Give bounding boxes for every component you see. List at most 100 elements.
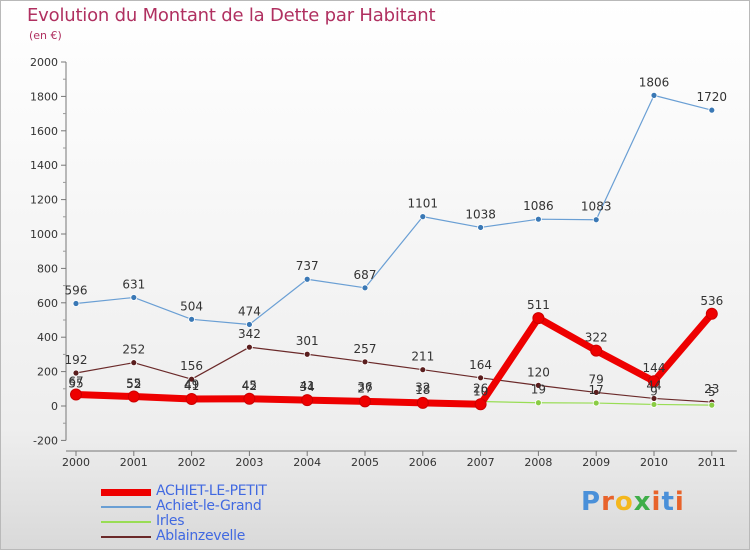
data-label: 52 [126, 377, 141, 391]
data-label: 41 [184, 379, 199, 393]
data-point [592, 216, 600, 224]
y-tick-label: 1200 [30, 194, 58, 207]
data-point [243, 392, 256, 405]
data-label: 23 [704, 382, 719, 396]
data-point [419, 366, 427, 374]
data-label: 67 [68, 374, 83, 388]
logo-letter: o [614, 487, 634, 517]
y-tick-label: 1600 [30, 125, 58, 138]
data-label: 1083 [581, 200, 612, 214]
y-tick-label: 1000 [30, 228, 58, 241]
data-point [301, 394, 314, 407]
y-tick-label: 0 [51, 400, 58, 413]
data-label: 511 [527, 298, 550, 312]
data-point [477, 374, 485, 382]
data-point [130, 359, 138, 367]
chart-subtitle: (en €) [29, 29, 62, 42]
x-tick-label: 2003 [235, 456, 263, 469]
data-label: 144 [643, 361, 666, 375]
data-labels: 596 631 504 474 737 687 1101 1038 1086 1083 1806 17… [65, 75, 728, 399]
legend-swatch [101, 506, 151, 508]
data-label: 1720 [697, 90, 728, 104]
data-label: 49 [184, 378, 199, 392]
data-label: 9 [650, 384, 658, 398]
data-label: 42 [242, 379, 257, 393]
series-line-0 [75, 94, 713, 326]
data-label: 192 [65, 353, 88, 367]
data-point [72, 300, 80, 307]
x-tick-label: 2011 [698, 456, 726, 469]
data-label: 55 [68, 377, 83, 391]
data-point [590, 344, 603, 357]
legend-label: Achiet-le-Grand [156, 498, 262, 514]
x-tick-label: 2005 [351, 456, 379, 469]
x-tick-label: 2000 [62, 456, 90, 469]
x-tick-label: 2009 [582, 456, 610, 469]
axes: -200 0 200 400 600 800 1000 1200 1400 1600 1800 200… [30, 56, 737, 469]
data-label: 36 [357, 380, 372, 394]
data-label: 342 [238, 327, 261, 341]
data-label: 536 [700, 294, 723, 308]
y-tick-label: 400 [37, 331, 58, 344]
y-tick-label: 800 [37, 262, 58, 275]
y-tick-label: 200 [37, 366, 58, 379]
x-tick-label: 2010 [640, 456, 668, 469]
data-label: 257 [354, 342, 377, 356]
data-point [535, 399, 542, 407]
data-point [535, 381, 542, 389]
data-point [70, 388, 82, 401]
data-label: 211 [411, 350, 434, 364]
data-point [361, 284, 369, 292]
data-point [359, 395, 371, 408]
y-tick-label: 1400 [30, 159, 58, 172]
data-point [130, 294, 138, 301]
data-label: 5 [708, 385, 716, 399]
x-tick-label: 2002 [178, 456, 206, 469]
logo-letter: r [601, 487, 615, 517]
data-label: 631 [122, 277, 145, 291]
data-label: 17 [589, 383, 604, 397]
logo-letter: P [581, 487, 602, 517]
legend-swatch [101, 521, 151, 523]
data-point [127, 390, 140, 403]
data-point [708, 106, 716, 114]
logo-letter: i [674, 487, 685, 517]
data-label: 34 [300, 380, 315, 394]
x-tick-label: 2004 [293, 456, 321, 469]
data-point [474, 398, 487, 411]
y-tick-label: 1800 [30, 90, 58, 103]
data-point [708, 401, 716, 409]
data-label: 18 [415, 383, 430, 397]
data-point [361, 358, 369, 366]
series-line-3 [72, 310, 716, 408]
legend-label: Ablainzevelle [156, 528, 246, 544]
x-tick-label: 2007 [467, 456, 495, 469]
logo-letter: i [651, 487, 662, 517]
data-label: 1806 [639, 75, 670, 89]
data-point [303, 350, 311, 358]
data-label: 27 [357, 381, 372, 395]
data-point [416, 396, 429, 409]
data-label: 737 [296, 259, 319, 273]
data-point [592, 389, 600, 396]
x-tick-label: 2001 [120, 456, 148, 469]
series-line-1 [75, 346, 713, 403]
data-label: 596 [65, 283, 88, 297]
data-point [650, 401, 658, 408]
logo-letter: x [633, 487, 652, 517]
data-label: 26 [473, 382, 488, 396]
data-label: 687 [354, 268, 377, 282]
data-point [72, 369, 80, 377]
data-point [705, 307, 718, 320]
data-label: 55 [126, 377, 141, 391]
data-label: 1086 [523, 199, 554, 213]
proxiti-logo: Proxiti [581, 487, 685, 517]
data-point [648, 375, 660, 388]
y-tick-label: 600 [37, 297, 58, 310]
data-point [592, 399, 600, 407]
data-label: 41 [300, 379, 315, 393]
data-label: 504 [180, 299, 203, 313]
data-label: 44 [646, 378, 661, 392]
data-point [650, 91, 658, 99]
data-label: 120 [527, 365, 550, 379]
